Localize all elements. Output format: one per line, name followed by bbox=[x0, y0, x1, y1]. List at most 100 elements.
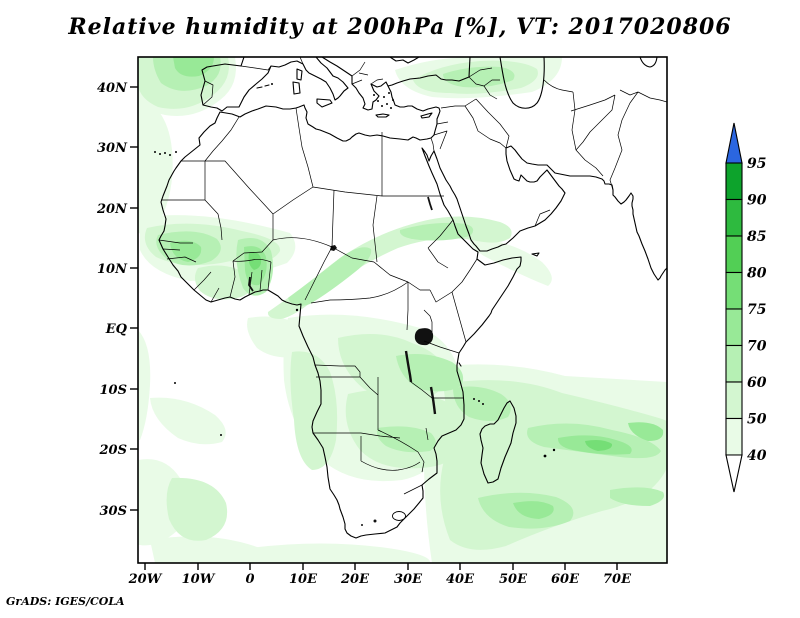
shading-blob bbox=[290, 351, 338, 470]
shading-blob bbox=[585, 440, 613, 451]
colorbar-label: 60 bbox=[747, 375, 767, 391]
lat-tick-label: 30N bbox=[97, 141, 128, 156]
shading-blob bbox=[396, 354, 464, 392]
coastline-path bbox=[639, 57, 658, 68]
lake-victoria bbox=[414, 328, 434, 346]
lakes bbox=[248, 196, 437, 526]
colorbar-segment bbox=[725, 308, 743, 347]
lat-tick-label: EQ bbox=[105, 322, 128, 337]
shading-blob bbox=[610, 487, 665, 506]
colorbar-segment bbox=[725, 198, 743, 237]
colorbar-segment bbox=[725, 417, 743, 456]
colorbar-segment bbox=[725, 235, 743, 274]
grads-attribution: GrADS: IGES/COLA bbox=[6, 595, 125, 608]
colorbar-label: 95 bbox=[747, 156, 766, 172]
shading-blob bbox=[150, 536, 286, 563]
lon-tick-label: 10E bbox=[289, 572, 318, 587]
shading-blob bbox=[150, 397, 226, 445]
colorbar-segment bbox=[725, 271, 743, 310]
coastline-path bbox=[499, 57, 545, 109]
lon-axis bbox=[144, 563, 618, 570]
lat-tick-label: 20S bbox=[99, 443, 127, 458]
lon-tick-label: 40E bbox=[446, 572, 475, 587]
humidity-shading bbox=[138, 57, 667, 563]
shading-blob bbox=[267, 216, 512, 319]
shading-blob bbox=[166, 477, 228, 541]
lon-tick-label: 50E bbox=[499, 572, 528, 587]
lat-tick-label: 10S bbox=[100, 383, 127, 398]
lon-tick-label: 0 bbox=[245, 572, 254, 587]
lon-tick-label: 60E bbox=[551, 572, 580, 587]
shading-blob bbox=[469, 238, 552, 286]
lat-tick-label: 30S bbox=[100, 504, 127, 519]
coastline-path bbox=[316, 98, 333, 108]
lon-tick-label: 30E bbox=[394, 572, 423, 587]
lake-nasser bbox=[427, 196, 433, 211]
small-islands bbox=[154, 83, 556, 458]
lon-labels: 20W 10W 0 10E 20E 30E 40E 50E 60E 70E bbox=[128, 572, 632, 587]
colorbar-label: 70 bbox=[747, 339, 767, 355]
colorbar-label: 90 bbox=[747, 193, 767, 209]
colorbar-labels: 95 90 85 80 75 70 60 50 40 bbox=[747, 156, 767, 464]
small-lake bbox=[373, 519, 377, 523]
coastline-path bbox=[321, 57, 471, 111]
coastline-path bbox=[479, 400, 517, 484]
lake-tanganyika bbox=[404, 350, 413, 383]
border-path bbox=[430, 67, 551, 227]
map-frame bbox=[137, 56, 668, 564]
lon-tick-label: 70E bbox=[603, 572, 632, 587]
shading-blob bbox=[513, 501, 554, 519]
country-borders bbox=[158, 57, 667, 495]
shading-blob bbox=[250, 543, 431, 563]
coastline-path bbox=[420, 112, 433, 119]
colorbar-underflow-arrow bbox=[725, 454, 743, 493]
coastline-path bbox=[292, 81, 301, 95]
shading-blob bbox=[443, 66, 515, 88]
shading-blob bbox=[288, 247, 372, 306]
shading-blob bbox=[399, 222, 474, 241]
lon-tick-label: 10W bbox=[182, 572, 216, 587]
border-path bbox=[304, 219, 478, 399]
shading-blob bbox=[138, 330, 151, 440]
colorbar-label: 80 bbox=[747, 266, 767, 282]
lesotho-border bbox=[392, 511, 406, 521]
small-lake bbox=[361, 524, 363, 526]
plot-title: Relative humidity at 200hPa [%], VT: 201… bbox=[68, 14, 732, 40]
coastline-path bbox=[256, 84, 270, 89]
coastline-path bbox=[158, 85, 667, 539]
colorbar-overflow-arrow bbox=[725, 122, 743, 164]
shading-blob bbox=[377, 426, 436, 453]
coastline-path bbox=[200, 57, 349, 112]
shading-blob bbox=[628, 422, 664, 441]
lon-tick-label: 20E bbox=[340, 572, 370, 587]
colorbar-segment bbox=[725, 381, 743, 420]
lon-tick-label: 20W bbox=[128, 572, 163, 587]
lat-tick-label: 20N bbox=[96, 202, 128, 217]
border-path bbox=[158, 107, 444, 303]
border-path bbox=[313, 364, 429, 495]
colorbar: 95 90 85 80 75 70 60 50 40 bbox=[725, 122, 767, 493]
coastline-path bbox=[531, 252, 540, 257]
coastline-path bbox=[296, 68, 303, 81]
border-path bbox=[543, 79, 667, 191]
coastline-path bbox=[389, 57, 420, 64]
lat-labels: 40N 30N 20N 10N EQ 10S 20S 30S bbox=[96, 81, 128, 519]
colorbar-label: 85 bbox=[747, 229, 766, 245]
shading-blob bbox=[453, 386, 511, 421]
coastline-path bbox=[375, 113, 390, 118]
coastline-path bbox=[458, 362, 462, 367]
colorbar-segment bbox=[725, 344, 743, 383]
shading-blob bbox=[138, 95, 173, 235]
shading-blob bbox=[170, 240, 202, 262]
shading-blob bbox=[173, 57, 214, 77]
colorbar-label: 75 bbox=[747, 302, 766, 318]
lake-volta bbox=[248, 276, 254, 292]
colorbar-segment bbox=[725, 162, 743, 201]
shading-blob bbox=[248, 252, 262, 270]
lake-malawi bbox=[429, 386, 437, 415]
lat-tick-label: 10N bbox=[97, 262, 128, 277]
lat-tick-label: 40N bbox=[97, 81, 128, 96]
colorbar-label: 40 bbox=[747, 448, 767, 464]
